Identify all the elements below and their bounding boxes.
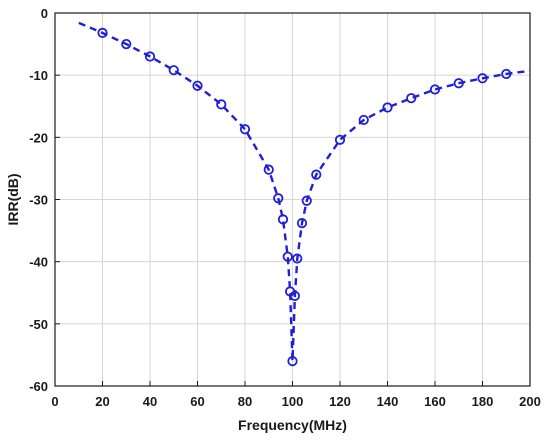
x-tick-label: 160 xyxy=(424,394,446,409)
data-point-marker xyxy=(296,218,308,229)
data-point-marker xyxy=(168,65,179,76)
axis-ticks: 0 20 40 60 80 100 120 140 160 180 200 0 -10 -20 -30 -40… xyxy=(29,6,541,409)
y-tick-label: -10 xyxy=(29,68,48,83)
data-point-marker xyxy=(277,214,289,225)
data-point-marker xyxy=(382,102,393,113)
y-tick-label: 0 xyxy=(41,6,48,21)
data-point-marker xyxy=(97,27,108,38)
plot-series xyxy=(78,21,531,363)
y-axis-label: IRR(dB) xyxy=(5,173,21,225)
x-tick-label: 180 xyxy=(472,394,494,409)
data-point-marker xyxy=(239,124,251,135)
data-point-marker xyxy=(311,169,322,180)
y-tick-label: -50 xyxy=(29,317,48,332)
x-axis-label: Frequency(MHz) xyxy=(238,417,347,433)
x-tick-label: 120 xyxy=(329,394,351,409)
data-point-marker xyxy=(358,114,369,126)
data-point-marker xyxy=(289,290,300,301)
y-tick-label: -20 xyxy=(29,130,48,145)
data-point-marker xyxy=(292,253,303,264)
data-point-marker xyxy=(453,78,464,89)
y-tick-label: -40 xyxy=(29,255,48,270)
x-tick-label: 140 xyxy=(377,394,399,409)
data-point-marker xyxy=(501,68,512,80)
data-point-marker xyxy=(121,38,132,50)
data-point-marker xyxy=(334,134,346,145)
x-tick-label: 40 xyxy=(143,394,157,409)
marker-group xyxy=(97,27,512,367)
data-point-marker xyxy=(144,51,156,62)
data-point-marker xyxy=(273,193,284,204)
data-point-marker xyxy=(477,73,488,84)
x-tick-label: 20 xyxy=(95,394,109,409)
x-tick-label: 0 xyxy=(51,394,58,409)
x-tick-label: 200 xyxy=(519,394,541,409)
data-point-marker xyxy=(263,164,274,175)
data-point-marker xyxy=(282,251,293,262)
data-point-marker xyxy=(287,356,298,367)
x-tick-label: 80 xyxy=(238,394,252,409)
y-tick-label: -30 xyxy=(29,193,48,208)
data-point-marker xyxy=(301,195,312,206)
data-point-marker xyxy=(192,80,203,91)
data-point-marker xyxy=(406,93,417,104)
y-tick-label: -60 xyxy=(29,379,48,394)
series-line xyxy=(78,21,531,363)
data-point-marker xyxy=(429,84,441,95)
data-point-marker xyxy=(216,99,227,110)
x-tick-label: 100 xyxy=(282,394,304,409)
x-tick-label: 60 xyxy=(190,394,204,409)
